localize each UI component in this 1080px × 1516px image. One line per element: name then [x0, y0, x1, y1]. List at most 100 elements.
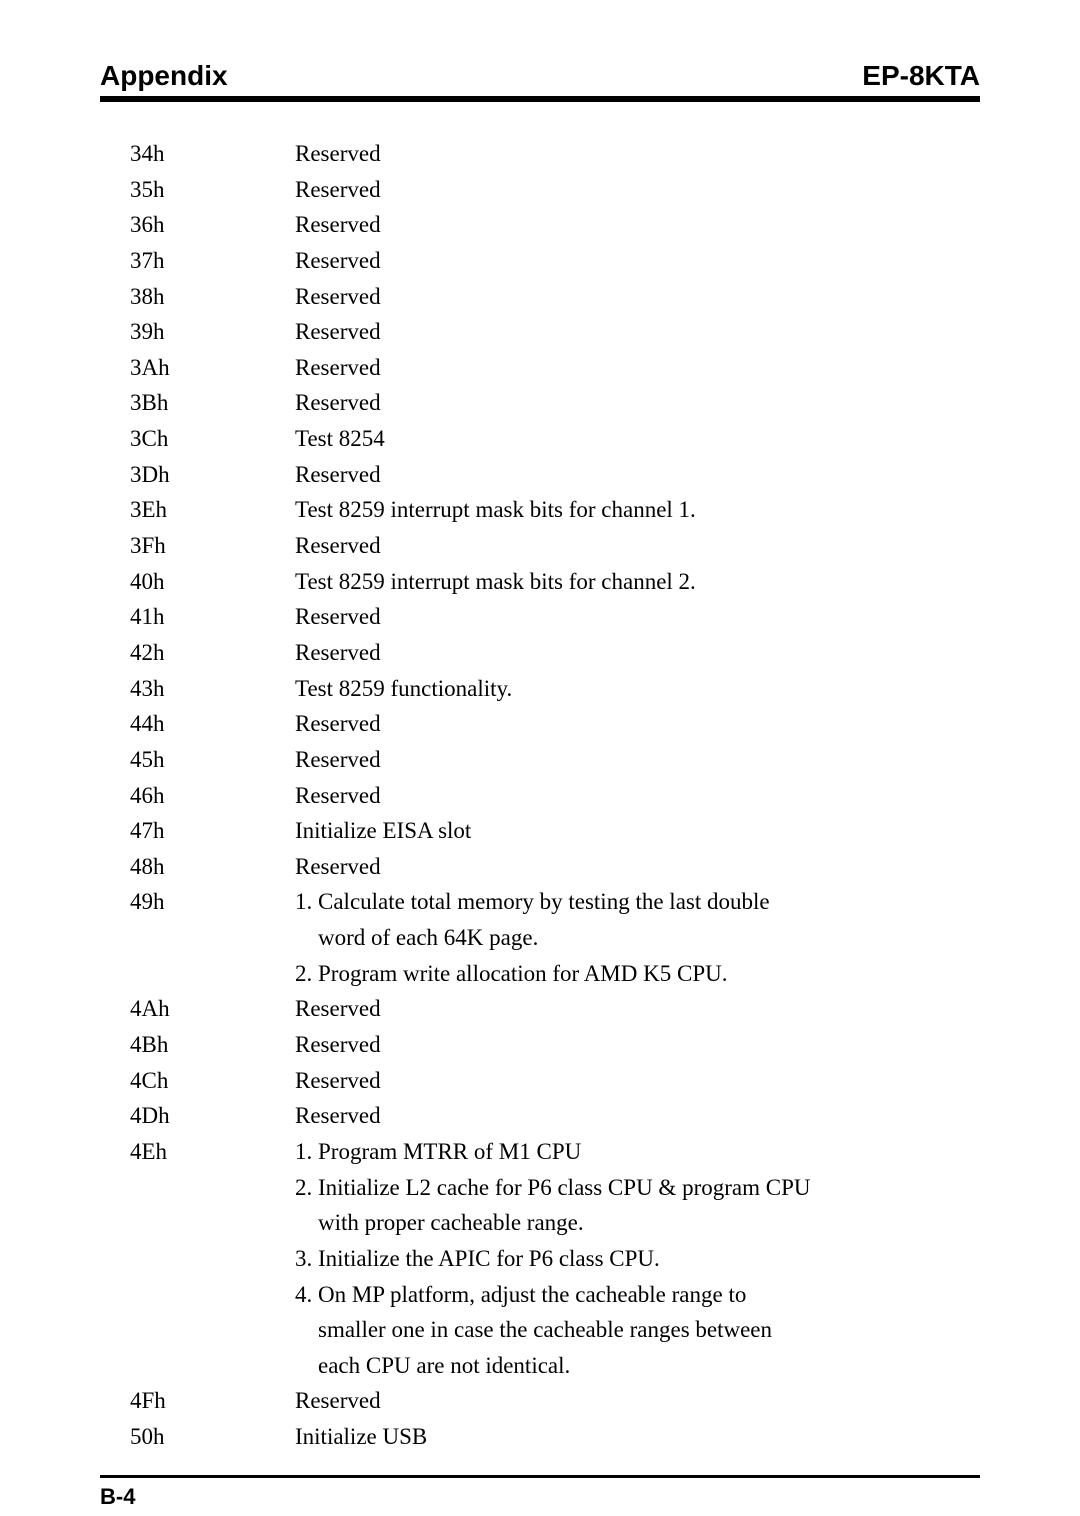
table-row: 35hReserved: [130, 172, 980, 208]
description-line: Test 8259 interrupt mask bits for channe…: [295, 564, 980, 600]
table-row: 4FhReserved: [130, 1383, 980, 1419]
post-code: 4Ch: [130, 1063, 295, 1099]
table-row: 4Eh1. Program MTRR of M1 CPU2. Initializ…: [130, 1134, 980, 1383]
post-description: Reserved: [295, 706, 980, 742]
table-row: 37hReserved: [130, 243, 980, 279]
description-line: Reserved: [295, 528, 980, 564]
table-row: 4BhReserved: [130, 1027, 980, 1063]
post-description: Reserved: [295, 136, 980, 172]
post-description: Reserved: [295, 991, 980, 1027]
post-code: 47h: [130, 813, 295, 849]
header-right: EP-8KTA: [862, 60, 980, 92]
post-code: 4Dh: [130, 1098, 295, 1134]
post-code: 3Bh: [130, 385, 295, 421]
post-code: 43h: [130, 671, 295, 707]
footer-rule: B-4: [100, 1475, 980, 1510]
description-line: Reserved: [295, 1063, 980, 1099]
post-code: 4Eh: [130, 1134, 295, 1170]
post-description: Reserved: [295, 1383, 980, 1419]
table-row: 34hReserved: [130, 136, 980, 172]
description-line: Reserved: [295, 243, 980, 279]
description-line: Reserved: [295, 172, 980, 208]
table-row: 3FhReserved: [130, 528, 980, 564]
header-left: Appendix: [100, 60, 228, 92]
post-code: 38h: [130, 279, 295, 315]
post-description: Reserved: [295, 243, 980, 279]
description-line: Reserved: [295, 279, 980, 315]
description-line: Test 8259 functionality.: [295, 671, 980, 707]
description-line: Reserved: [295, 350, 980, 386]
table-row: 4AhReserved: [130, 991, 980, 1027]
table-row: 45hReserved: [130, 742, 980, 778]
description-line: Initialize EISA slot: [295, 813, 980, 849]
post-code: 3Dh: [130, 457, 295, 493]
post-description: Reserved: [295, 778, 980, 814]
post-code: 3Fh: [130, 528, 295, 564]
description-line: Reserved: [295, 991, 980, 1027]
post-code: 44h: [130, 706, 295, 742]
table-row: 46hReserved: [130, 778, 980, 814]
post-code: 34h: [130, 136, 295, 172]
description-line: Reserved: [295, 1027, 980, 1063]
post-code: 4Fh: [130, 1383, 295, 1419]
post-description: Test 8259 interrupt mask bits for channe…: [295, 564, 980, 600]
table-row: 4ChReserved: [130, 1063, 980, 1099]
description-line: Reserved: [295, 599, 980, 635]
description-line: 4. On MP platform, adjust the cacheable …: [295, 1277, 980, 1313]
post-description: Reserved: [295, 1027, 980, 1063]
table-row: 3ChTest 8254: [130, 421, 980, 457]
post-description: Reserved: [295, 385, 980, 421]
post-code: 3Ah: [130, 350, 295, 386]
description-line: Reserved: [295, 1383, 980, 1419]
description-line: Reserved: [295, 1098, 980, 1134]
post-code: 36h: [130, 207, 295, 243]
table-row: 50hInitialize USB: [130, 1419, 980, 1455]
description-line: Reserved: [295, 706, 980, 742]
post-description: Reserved: [295, 528, 980, 564]
page-number: B-4: [100, 1484, 135, 1509]
description-line: Initialize USB: [295, 1419, 980, 1455]
description-line: 2. Initialize L2 cache for P6 class CPU …: [295, 1170, 980, 1206]
post-description: Reserved: [295, 742, 980, 778]
table-row: 3DhReserved: [130, 457, 980, 493]
post-description: Reserved: [295, 635, 980, 671]
table-row: 44hReserved: [130, 706, 980, 742]
table-row: 39hReserved: [130, 314, 980, 350]
description-line: each CPU are not identical.: [295, 1348, 980, 1384]
table-row: 49h1. Calculate total memory by testing …: [130, 884, 980, 991]
description-line: with proper cacheable range.: [295, 1205, 980, 1241]
description-line: 1. Program MTRR of M1 CPU: [295, 1134, 980, 1170]
post-description: Reserved: [295, 172, 980, 208]
post-code: 48h: [130, 849, 295, 885]
table-row: 3BhReserved: [130, 385, 980, 421]
post-description: Initialize USB: [295, 1419, 980, 1455]
post-description: Reserved: [295, 1098, 980, 1134]
post-code: 49h: [130, 884, 295, 920]
table-row: 41hReserved: [130, 599, 980, 635]
table-row: 3AhReserved: [130, 350, 980, 386]
description-line: Reserved: [295, 385, 980, 421]
table-row: 43hTest 8259 functionality.: [130, 671, 980, 707]
description-line: Reserved: [295, 635, 980, 671]
post-code: 37h: [130, 243, 295, 279]
table-row: 3EhTest 8259 interrupt mask bits for cha…: [130, 492, 980, 528]
description-line: Reserved: [295, 742, 980, 778]
description-line: Test 8254: [295, 421, 980, 457]
post-description: Test 8254: [295, 421, 980, 457]
post-code: 39h: [130, 314, 295, 350]
description-line: Test 8259 interrupt mask bits for channe…: [295, 492, 980, 528]
post-code: 41h: [130, 599, 295, 635]
post-code: 3Eh: [130, 492, 295, 528]
post-description: Reserved: [295, 457, 980, 493]
post-description: Reserved: [295, 207, 980, 243]
post-description: Reserved: [295, 279, 980, 315]
description-line: 1. Calculate total memory by testing the…: [295, 884, 980, 920]
post-description: Reserved: [295, 314, 980, 350]
description-line: word of each 64K page.: [295, 920, 980, 956]
post-description: Reserved: [295, 599, 980, 635]
post-description: Reserved: [295, 1063, 980, 1099]
description-line: Reserved: [295, 136, 980, 172]
description-line: Reserved: [295, 207, 980, 243]
table-row: 38hReserved: [130, 279, 980, 315]
table-row: 36hReserved: [130, 207, 980, 243]
